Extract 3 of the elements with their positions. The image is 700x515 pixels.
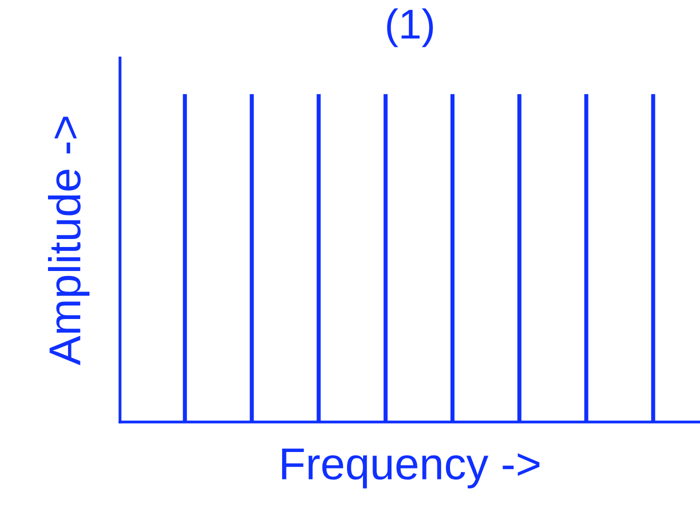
chart-title: (1) bbox=[387, 8, 433, 48]
x-axis-title: Frequency -> bbox=[282, 448, 540, 488]
y-axis-title: Amplitude -> bbox=[48, 116, 90, 366]
